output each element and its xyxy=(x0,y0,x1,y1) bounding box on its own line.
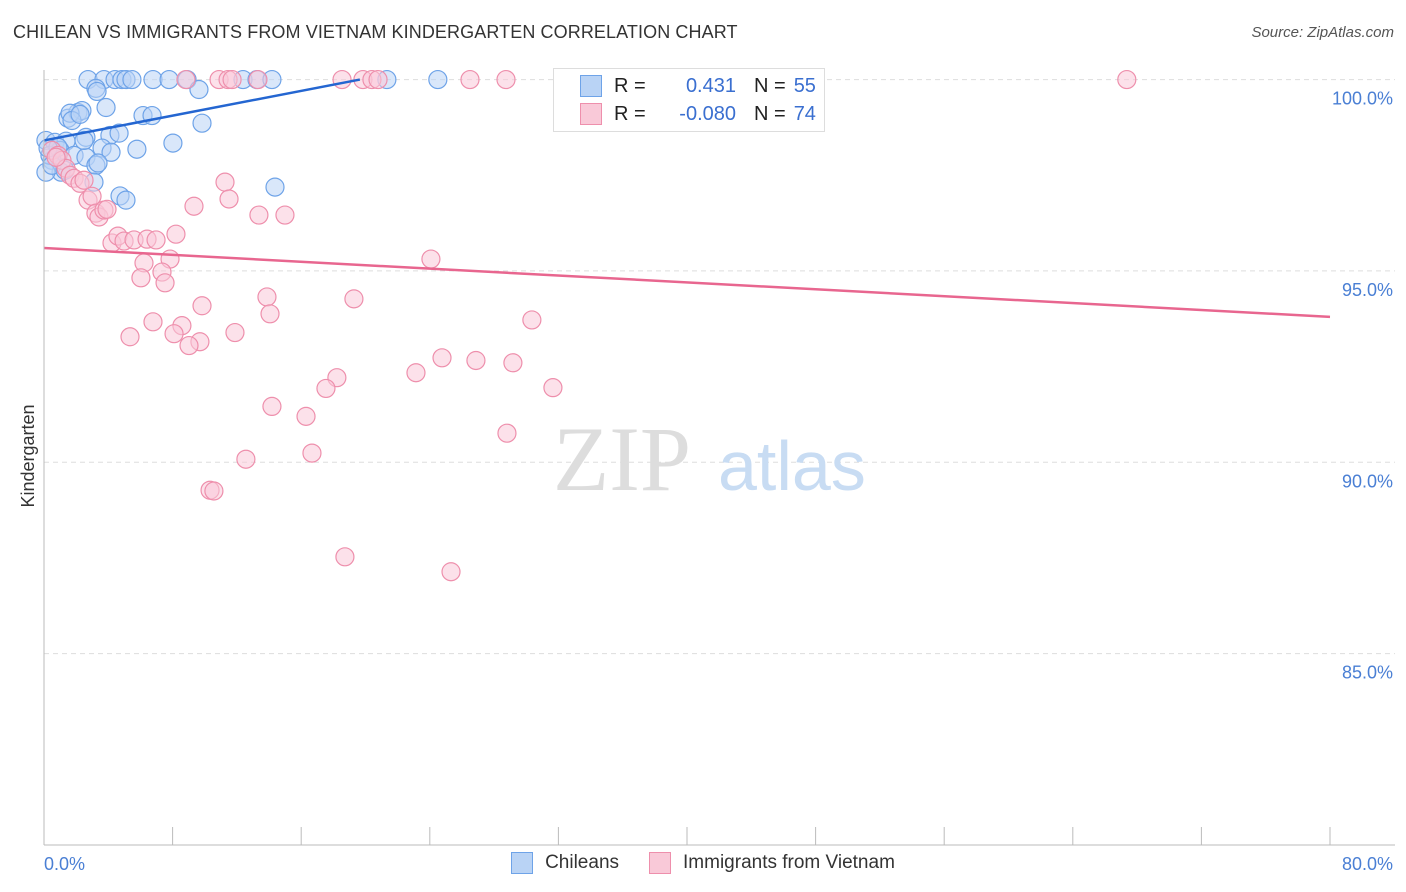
vietnam-point xyxy=(248,69,268,90)
vietnam-point xyxy=(222,69,242,90)
chileans-point xyxy=(101,142,121,162)
legend-n-label: N = xyxy=(754,74,786,97)
y-axis-label: Kindergarten xyxy=(18,404,38,507)
chileans-point xyxy=(265,177,285,197)
x-tick-label: 0.0% xyxy=(44,854,85,874)
vietnam-point xyxy=(466,350,486,371)
vietnam-point xyxy=(1117,69,1137,90)
chileans-point xyxy=(192,113,212,133)
vietnam-point xyxy=(166,224,186,244)
vietnam-point xyxy=(219,189,239,209)
chileans-point xyxy=(163,133,183,153)
vietnam-point xyxy=(131,268,151,288)
legend-n-value: 74 xyxy=(793,102,816,125)
vietnam-point xyxy=(192,296,212,316)
chart-source: Source: ZipAtlas.com xyxy=(1251,24,1394,41)
legend: R = 0.431 N = 55 R = -0.080 N = 74 xyxy=(553,68,825,132)
axes: 100.0% 95.0% 90.0% 85.0% 0.0% 80.0% xyxy=(43,70,1395,874)
vietnam-point xyxy=(262,396,282,417)
vietnam-point xyxy=(260,304,280,324)
y-tick-label: 85.0% xyxy=(1342,663,1393,683)
legend-swatch-pink xyxy=(580,103,602,125)
legend-swatch-blue xyxy=(580,75,602,97)
vietnam-point xyxy=(496,69,516,90)
vietnam-point xyxy=(215,172,235,192)
vietnam-point xyxy=(332,69,352,90)
vietnam-point xyxy=(97,199,117,219)
y-tick-label: 100.0% xyxy=(1332,89,1393,109)
vietnam-point xyxy=(184,196,204,216)
vietnam-point xyxy=(316,378,336,399)
vietnam-point xyxy=(421,249,441,269)
vietnam-point xyxy=(164,324,184,344)
chileans-point xyxy=(87,81,107,102)
legend-r-value: -0.080 xyxy=(679,102,736,125)
series-legend-chileans: Chileans xyxy=(511,852,619,874)
vietnam-point xyxy=(225,322,245,343)
series-legend-label: Immigrants from Vietnam xyxy=(683,852,895,873)
vietnam-point xyxy=(522,310,542,330)
vietnam-point xyxy=(497,423,517,443)
legend-row-vietnam: R = -0.080 N = 74 xyxy=(580,101,816,127)
chileans-trend-line xyxy=(43,78,361,142)
chileans-point xyxy=(189,79,209,100)
series-legend-vietnam: Immigrants from Vietnam xyxy=(649,852,895,874)
y-tick-label: 90.0% xyxy=(1342,471,1393,491)
chileans-point xyxy=(109,123,129,143)
vietnam-point xyxy=(368,69,388,90)
swatch-chileans xyxy=(511,852,534,874)
vietnam-point xyxy=(179,335,199,356)
x-tick-label: 80.0% xyxy=(1342,854,1393,874)
chileans-point xyxy=(74,130,94,151)
chileans-point xyxy=(127,139,147,159)
series-legend: Chileans Immigrants from Vietnam xyxy=(0,852,1406,874)
vietnam-point xyxy=(74,170,94,190)
chileans-point xyxy=(428,69,448,90)
vietnam-point xyxy=(236,449,256,469)
vietnam-point xyxy=(335,547,355,567)
vietnam-point xyxy=(302,443,322,463)
chileans-point xyxy=(96,97,116,118)
vietnam-point xyxy=(120,327,140,347)
chileans-point xyxy=(116,190,136,210)
legend-n-value: 55 xyxy=(793,74,816,97)
watermark: ZIP xyxy=(553,408,691,510)
vietnam-point xyxy=(441,562,461,582)
chart-title: CHILEAN VS IMMIGRANTS FROM VIETNAM KINDE… xyxy=(13,22,738,42)
vietnam-point xyxy=(406,363,426,383)
vietnam-point xyxy=(249,205,269,225)
vietnam-point xyxy=(275,205,295,225)
vietnam-point xyxy=(432,348,452,368)
gridlines xyxy=(44,79,1395,655)
chileans-point xyxy=(143,69,163,90)
swatch-vietnam xyxy=(649,852,672,874)
vietnam-point xyxy=(503,353,523,373)
vietnam-point xyxy=(146,230,166,250)
vietnam-point xyxy=(296,406,316,426)
vietnam-point xyxy=(204,481,224,501)
chileans-point xyxy=(88,153,108,173)
y-tick-label: 95.0% xyxy=(1342,280,1393,300)
trend-lines xyxy=(43,78,1331,319)
vietnam-point xyxy=(46,147,66,167)
vietnam-trend-line xyxy=(43,246,1331,319)
vietnam-point xyxy=(344,289,364,309)
vietnam-point xyxy=(143,312,163,332)
vietnam-point xyxy=(155,273,175,293)
legend-r-label: R = xyxy=(614,74,646,97)
legend-r-label: R = xyxy=(614,102,646,125)
vietnam-point xyxy=(460,69,480,90)
vietnam-point xyxy=(257,287,277,307)
legend-n-label: N = xyxy=(754,102,786,125)
series-legend-label: Chileans xyxy=(545,852,620,873)
chileans-point xyxy=(159,69,179,90)
legend-row-chileans: R = 0.431 N = 55 xyxy=(580,73,816,99)
watermark-atlas: atlas xyxy=(718,427,866,505)
vietnam-point xyxy=(176,69,196,90)
chileans-point xyxy=(122,69,142,90)
vietnam-point xyxy=(543,378,563,398)
legend-r-value: 0.431 xyxy=(685,74,736,97)
chileans-point xyxy=(70,104,90,124)
